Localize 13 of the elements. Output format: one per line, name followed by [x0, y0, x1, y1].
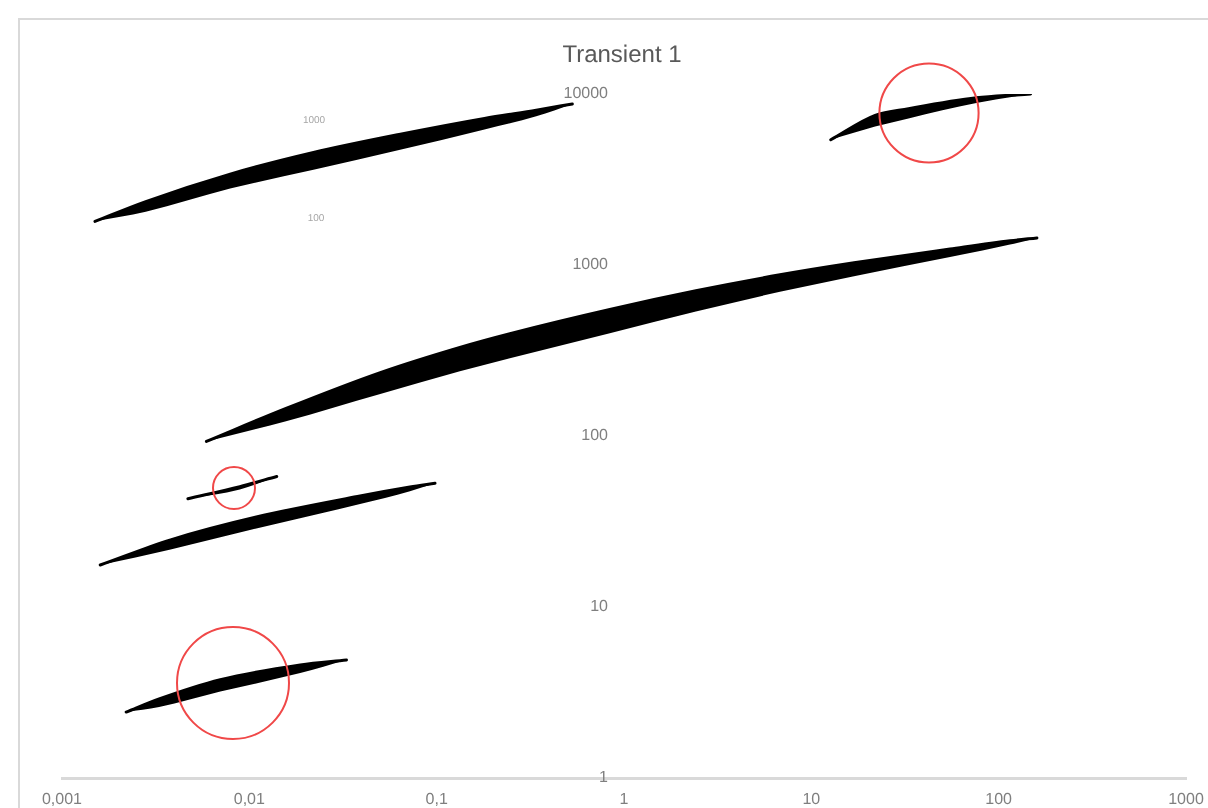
y-tick-label: 1000 [572, 255, 610, 274]
x-tick-label: 10 [802, 790, 822, 808]
x-tick-label: 0,01 [233, 790, 266, 808]
y-tick-label: 100 [581, 426, 610, 445]
x-tick-label: 0,1 [425, 790, 449, 808]
y-tick-label: 10 [590, 597, 610, 616]
y-tick-label: 10000 [563, 84, 610, 103]
x-tick-label: 100 [985, 790, 1014, 808]
chart-title: Transient 1 [560, 38, 684, 70]
x-tick-label: 0,001 [41, 790, 84, 808]
x-tick-label: 1000 [1168, 790, 1205, 808]
y-tick-label: 1 [599, 768, 610, 787]
x-tick-label: 1 [619, 790, 630, 808]
